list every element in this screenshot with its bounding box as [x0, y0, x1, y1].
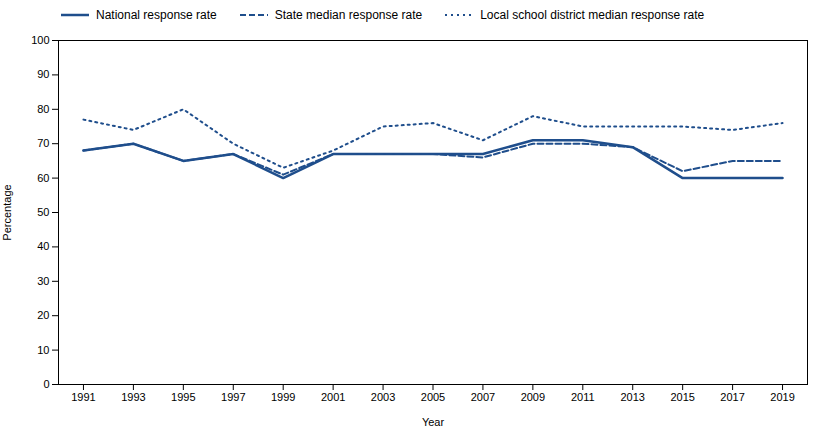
svg-text:50: 50 [37, 206, 49, 218]
svg-text:2013: 2013 [620, 391, 644, 403]
svg-text:1999: 1999 [271, 391, 295, 403]
svg-text:1995: 1995 [171, 391, 195, 403]
svg-text:2011: 2011 [571, 391, 595, 403]
svg-text:2005: 2005 [421, 391, 445, 403]
svg-text:Percentage: Percentage [1, 184, 13, 240]
svg-text:2015: 2015 [670, 391, 694, 403]
svg-text:60: 60 [37, 172, 49, 184]
svg-text:2019: 2019 [770, 391, 794, 403]
svg-text:2017: 2017 [720, 391, 744, 403]
svg-text:2007: 2007 [471, 391, 495, 403]
svg-text:90: 90 [37, 68, 49, 80]
svg-text:1993: 1993 [121, 391, 145, 403]
svg-text:30: 30 [37, 275, 49, 287]
html-text:State median response rate: State median response rate [274, 8, 423, 22]
svg-text:1991: 1991 [71, 391, 95, 403]
svg-text:2009: 2009 [521, 391, 545, 403]
svg-text:2001: 2001 [321, 391, 345, 403]
svg-text:0: 0 [43, 378, 49, 390]
html-text:National response rate: National response rate [96, 8, 217, 22]
svg-text:Year: Year [422, 416, 445, 428]
svg-text:1997: 1997 [221, 391, 245, 403]
html-text:Local school district median r: Local school district median response ra… [480, 8, 705, 22]
svg-text:100: 100 [31, 34, 49, 46]
svg-text:80: 80 [37, 103, 49, 115]
svg-text:40: 40 [37, 240, 49, 252]
svg-text:2003: 2003 [371, 391, 395, 403]
svg-text:70: 70 [37, 137, 49, 149]
svg-text:20: 20 [37, 309, 49, 321]
svg-text:10: 10 [37, 344, 49, 356]
